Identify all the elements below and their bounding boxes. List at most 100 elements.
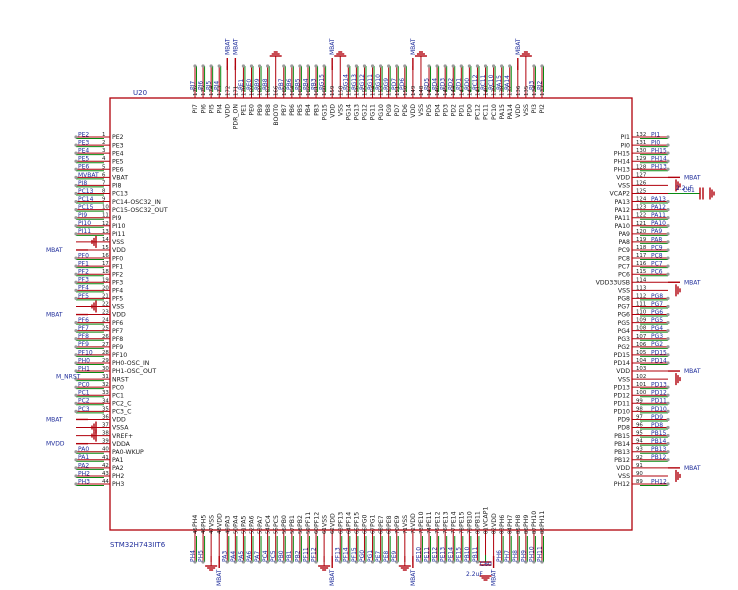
pin-number: 72	[411, 527, 417, 534]
pin-112: PG8 112 PG8	[618, 293, 670, 303]
net-label-pc11: PC11	[480, 74, 487, 90]
pin-171: 171 PDR_ON MBAT	[232, 38, 239, 129]
pin-name-pf6: PF6	[112, 320, 123, 327]
net-label-pd8: PD8	[651, 422, 663, 429]
pin-129: PH14 129 PH14	[614, 156, 670, 165]
pin-3: PE4 3 PE4	[74, 148, 124, 157]
net-port	[443, 64, 447, 68]
net-port	[467, 64, 471, 68]
net-port	[666, 151, 670, 155]
pin-name-vss: VSS	[112, 304, 124, 311]
pin-number: 33	[102, 390, 109, 396]
net-label-pb2: PB2	[294, 550, 301, 562]
net-label-ph5: PH5	[197, 550, 204, 562]
pin-107: PG3 107 PG3	[618, 333, 670, 343]
net-port	[435, 560, 439, 564]
pin-123: PA12 123 PA12	[615, 204, 670, 214]
pin-number: 91	[636, 463, 643, 469]
net-label-pf10: PF10	[78, 349, 93, 356]
pin-name-ph6: PH6	[499, 515, 506, 527]
net-label-ph0: PH0	[78, 357, 90, 364]
pin-number: 115	[636, 269, 646, 275]
pin-name-vdd33usb: VDD33USB	[596, 279, 630, 286]
net-label-pf6: PF6	[78, 317, 89, 324]
net-port	[74, 288, 78, 292]
pin-name-pe12: PE12	[434, 511, 441, 527]
pin-number: 158	[338, 85, 344, 96]
pin-name-pd11: PD11	[614, 401, 630, 408]
pin-number: 34	[102, 398, 109, 404]
net-port	[387, 64, 391, 68]
pin-number: 78	[459, 527, 465, 534]
pin-number: 97	[636, 414, 643, 420]
pin-number: 96	[636, 423, 643, 429]
pin-154: 154PG11PG11	[367, 64, 377, 120]
pin-name-vss: VSS	[418, 104, 425, 116]
pin-38: VREF+38	[76, 429, 133, 442]
net-port	[387, 560, 391, 564]
net-port	[379, 64, 383, 68]
chip-body	[109, 97, 633, 531]
net-label-pi3: PI3	[528, 81, 535, 90]
net-port	[314, 560, 318, 564]
net-label-pc12: PC12	[472, 74, 479, 90]
net-port	[666, 199, 670, 204]
pin-number: 35	[102, 406, 109, 412]
pin-name-pd1: PD1	[459, 104, 466, 116]
pin-number: 85	[516, 527, 522, 534]
net-label-pb3: PB3	[310, 78, 317, 90]
pin-number: 8	[102, 188, 106, 194]
pin-name-pc8: PC8	[618, 255, 630, 262]
pin-name-pg2: PG2	[618, 344, 631, 351]
pin-name-pi8: PI8	[112, 183, 122, 190]
net-label-pb1: PB1	[286, 550, 293, 562]
pin-number: 19	[102, 277, 109, 283]
net-label-ph15: PH15	[651, 148, 667, 155]
pin-number: 116	[636, 261, 647, 267]
net-label-pc10: PC10	[488, 74, 495, 90]
pin-133: 133PI2PI2	[536, 64, 546, 114]
net-port	[338, 560, 342, 564]
pin-number: 7	[102, 180, 105, 186]
pin-number: 94	[636, 439, 643, 445]
pin-name-vss: VSS	[618, 376, 630, 383]
pin-name-pc3-c: PC3_C	[112, 409, 131, 416]
net-port	[298, 64, 302, 68]
pin-name-pd8: PD8	[618, 425, 630, 432]
pin-number: 54	[266, 527, 272, 534]
net-label-pb13: PB13	[651, 446, 667, 453]
pin-name-pc15-osc32-out: PC15-OSC32_OUT	[112, 207, 168, 214]
net-label-pe6: PE6	[78, 164, 89, 171]
pin-name-pa5: PA5	[241, 515, 248, 527]
pin-name-pdr-on: PDR_ON	[233, 104, 240, 130]
pin-number: 124	[636, 197, 647, 203]
net-port	[209, 64, 213, 68]
pin-name-ph5: PH5	[200, 515, 207, 527]
net-port	[427, 560, 431, 564]
net-label-ph7: PH7	[504, 550, 511, 562]
net-port	[282, 560, 286, 564]
net-port	[666, 482, 670, 486]
pin-8: PC13 8 PC13	[74, 188, 128, 198]
net-port	[508, 64, 512, 68]
pin-name-pb9: PB9	[257, 104, 264, 116]
net-label-pg1: PG1	[367, 550, 374, 562]
pin-name-ph10: PH10	[531, 511, 538, 527]
pin-name-pf14: PF14	[346, 512, 353, 527]
pin-118: PC9 118 PC9	[618, 244, 670, 254]
pin-number: 93	[636, 447, 643, 453]
net-label-pa9: PA9	[651, 228, 662, 235]
net-port	[666, 442, 670, 446]
net-label: MBAT	[329, 569, 336, 586]
net-port	[666, 296, 670, 300]
pin-name-pb15: PB15	[614, 433, 630, 440]
pin-number: 60	[314, 527, 320, 534]
